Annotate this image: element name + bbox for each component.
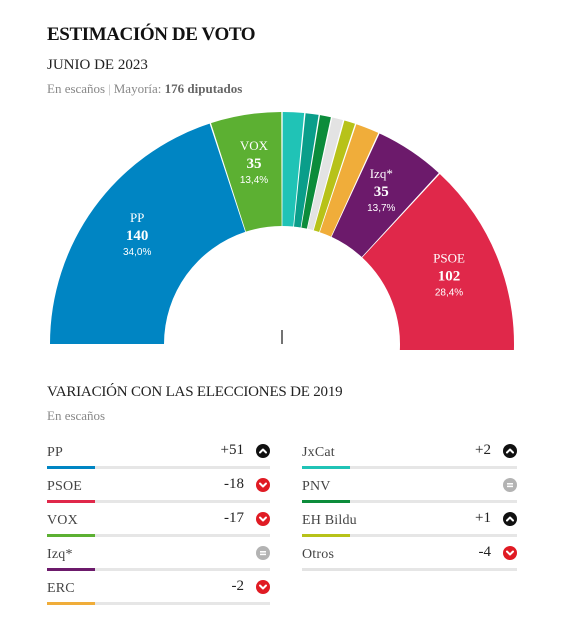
seat-label-pp: PP 140 34,0% bbox=[123, 210, 151, 258]
seat-segment-pnv-4 bbox=[301, 115, 331, 229]
seat-label-party: PSOE bbox=[433, 251, 465, 266]
variation-party-name: PSOE bbox=[47, 479, 83, 494]
trend-up-icon bbox=[256, 444, 270, 458]
seat-label-seats: 35 bbox=[374, 184, 389, 200]
variation-track bbox=[47, 466, 270, 469]
seat-label-psoe: PSOE 102 28,4% bbox=[433, 251, 465, 299]
seat-label-percent: 28,4% bbox=[435, 288, 463, 299]
seat-segment-eh-bildu-6 bbox=[313, 120, 355, 232]
trend-down-icon bbox=[503, 546, 517, 560]
variation-party-name: Izq* bbox=[47, 547, 73, 562]
seat-segment-otros-5 bbox=[307, 117, 344, 231]
party-color-bar bbox=[302, 466, 350, 469]
hemicycle-chart: PP 140 34,0% VOX 35 13,4% Izq* 35 13,7% PSOE 102 28… bbox=[50, 112, 514, 350]
seat-label-seats: 102 bbox=[438, 269, 461, 285]
variation-row: JxCat +2 bbox=[302, 442, 517, 469]
seat-segment-jxcat-3 bbox=[293, 113, 319, 228]
party-color-bar bbox=[302, 534, 350, 537]
variation-track bbox=[302, 568, 517, 571]
party-color-bar bbox=[302, 568, 350, 571]
seat-label-vox: VOX 35 13,4% bbox=[240, 138, 269, 186]
variation-track bbox=[47, 534, 270, 537]
variation-party-name: PNV bbox=[302, 479, 331, 494]
seat-label-seats: 35 bbox=[246, 156, 261, 172]
variation-row: Izq* bbox=[47, 546, 270, 571]
variation-row: Otros -4 bbox=[302, 544, 517, 571]
variation-row: PNV bbox=[302, 478, 517, 503]
variation-value: -18 bbox=[224, 476, 244, 492]
variation-track bbox=[302, 500, 517, 503]
meta-majority-value: 176 diputados bbox=[164, 81, 243, 96]
variation-value: -2 bbox=[231, 578, 245, 594]
seat-segment-otros-7 bbox=[319, 124, 379, 237]
seat-label-percent: 13,7% bbox=[367, 203, 395, 214]
seat-label-percent: 13,4% bbox=[240, 175, 268, 186]
trend-equal-icon bbox=[256, 546, 270, 560]
variation-party-name: ERC bbox=[47, 581, 75, 596]
party-color-bar bbox=[47, 602, 95, 605]
trend-equal-icon bbox=[503, 478, 517, 492]
variation-value: +2 bbox=[475, 442, 491, 458]
seat-segment-erc-2 bbox=[282, 112, 305, 227]
variation-party-name: EH Bildu bbox=[302, 513, 357, 528]
variation-subtitle: En escaños bbox=[47, 408, 106, 423]
variation-row: PSOE -18 bbox=[47, 476, 270, 503]
party-color-bar bbox=[302, 500, 350, 503]
seat-label-party: PP bbox=[130, 210, 144, 225]
variation-party-name: PP bbox=[47, 445, 63, 460]
variation-title: VARIACIÓN CON LAS ELECCIONES DE 2019 bbox=[47, 384, 343, 400]
variation-track bbox=[302, 466, 517, 469]
trend-down-icon bbox=[256, 512, 270, 526]
seat-label-izq: Izq* 35 13,7% bbox=[367, 166, 395, 214]
variation-party-name: VOX bbox=[47, 513, 78, 528]
variation-row: PP +51 bbox=[47, 442, 270, 469]
chart-meta: En escaños | Mayoría: 176 diputados bbox=[47, 81, 242, 97]
seat-segment-pp-0 bbox=[50, 123, 246, 344]
seat-segment-izq-8 bbox=[331, 133, 439, 258]
party-color-bar bbox=[47, 500, 95, 503]
seat-label-party: Izq* bbox=[370, 166, 393, 181]
seat-label-seats: 140 bbox=[126, 228, 149, 244]
variation-track bbox=[47, 602, 270, 605]
variation-row: EH Bildu +1 bbox=[302, 510, 517, 537]
seat-segment-psoe-9 bbox=[362, 173, 514, 350]
trend-up-icon bbox=[503, 512, 517, 526]
seat-segment-vox-1 bbox=[210, 112, 282, 232]
variation-row: ERC -2 bbox=[47, 578, 270, 605]
variation-party-name: Otros bbox=[302, 547, 335, 562]
seat-label-percent: 34,0% bbox=[123, 247, 151, 258]
meta-unit: En escaños bbox=[47, 81, 106, 96]
trend-up-icon bbox=[503, 444, 517, 458]
variation-value: -17 bbox=[224, 510, 244, 526]
chart-subtitle: JUNIO DE 2023 bbox=[47, 57, 148, 73]
party-color-bar bbox=[47, 534, 95, 537]
variation-value: +1 bbox=[475, 510, 491, 526]
variation-track bbox=[302, 534, 517, 537]
chart-title: ESTIMACIÓN DE VOTO bbox=[47, 24, 256, 45]
variation-party-name: JxCat bbox=[302, 445, 335, 460]
variation-row: VOX -17 bbox=[47, 510, 270, 537]
party-color-bar bbox=[47, 568, 95, 571]
variation-value: -4 bbox=[478, 544, 492, 560]
variation-value: +51 bbox=[220, 442, 244, 458]
variation-track bbox=[47, 568, 270, 571]
variation-track bbox=[47, 500, 270, 503]
trend-down-icon bbox=[256, 580, 270, 594]
party-color-bar bbox=[47, 466, 95, 469]
seat-label-party: VOX bbox=[240, 138, 269, 153]
trend-down-icon bbox=[256, 478, 270, 492]
meta-majority-label: Mayoría: bbox=[113, 81, 162, 96]
meta-separator: | bbox=[108, 81, 111, 96]
